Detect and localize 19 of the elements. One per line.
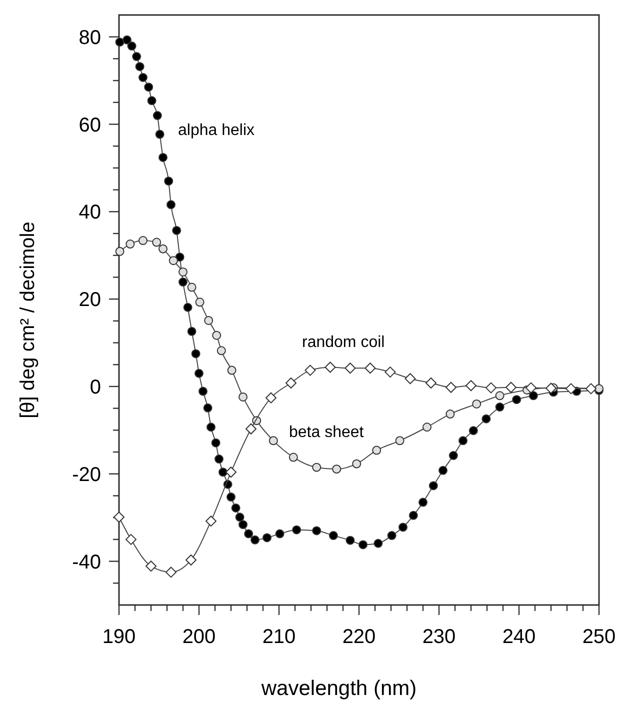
y-tick-label: 0 bbox=[90, 376, 101, 398]
x-axis-title: wavelength (nm) bbox=[260, 677, 417, 700]
x-tick-label: 210 bbox=[262, 626, 296, 648]
x-tick-label: 250 bbox=[582, 626, 616, 648]
y-tick-label: -40 bbox=[72, 551, 101, 574]
series-label: random coil bbox=[302, 334, 385, 351]
y-tick-label: 60 bbox=[78, 114, 101, 136]
series-label: beta sheet bbox=[289, 424, 364, 441]
x-tick-label: 230 bbox=[422, 626, 456, 648]
x-tick-label: 220 bbox=[342, 626, 376, 648]
y-axis-title: [θ] deg cm² / decimole bbox=[17, 222, 39, 418]
x-tick-label: 240 bbox=[502, 626, 536, 648]
y-tick-label: 20 bbox=[78, 289, 101, 312]
y-tick-label: -20 bbox=[72, 464, 101, 486]
series-label: alpha helix bbox=[178, 122, 254, 139]
y-tick-label: 40 bbox=[78, 202, 101, 224]
y-tick-label: 80 bbox=[78, 26, 101, 49]
x-tick-label: 200 bbox=[182, 626, 216, 648]
x-tick-label: 190 bbox=[102, 626, 136, 648]
